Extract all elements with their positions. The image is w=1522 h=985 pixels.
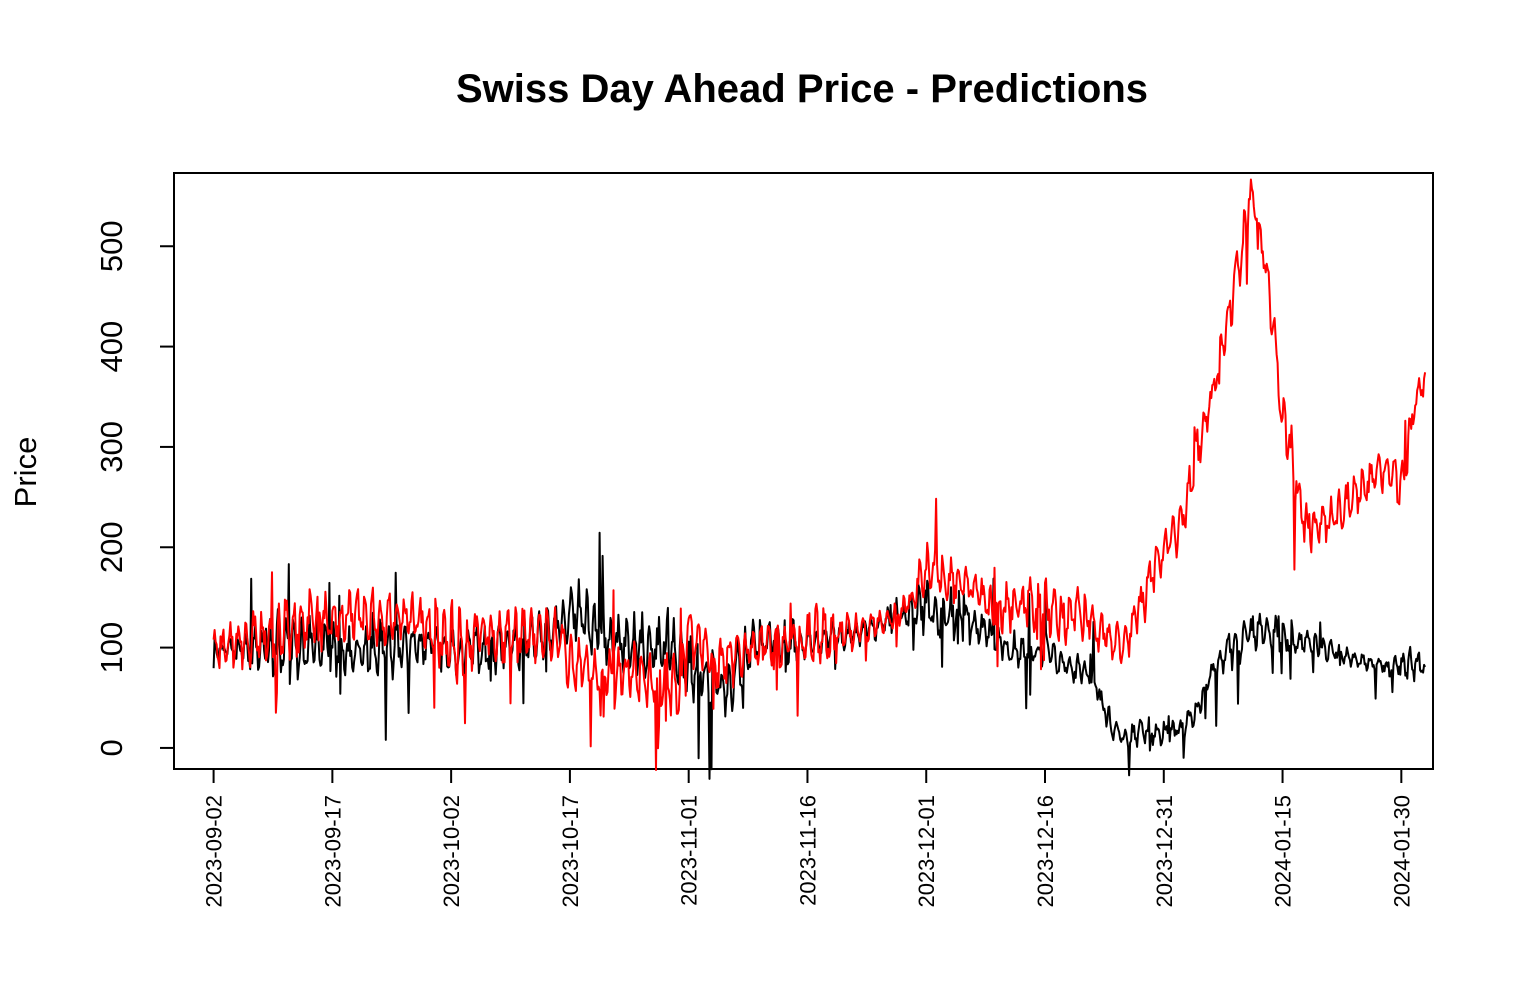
x-tick-label: 2023-12-16 — [1033, 795, 1058, 908]
y-tick-label: 0 — [94, 739, 129, 756]
y-tick-label: 500 — [94, 220, 129, 272]
x-tick-label: 2023-10-17 — [558, 795, 583, 908]
x-tick-label: 2023-09-02 — [202, 795, 227, 908]
y-axis: 0 100 200 300 400 500 — [94, 220, 175, 757]
x-tick-label: 2023-09-17 — [320, 795, 345, 908]
series-line-black — [212, 531, 1426, 780]
plot-frame — [173, 172, 1434, 770]
x-tick-label: 2024-01-30 — [1389, 795, 1414, 908]
y-axis-label: Price — [8, 437, 43, 508]
x-tick-label: 2023-12-31 — [1152, 795, 1177, 908]
x-tick-label: 2023-10-02 — [439, 795, 464, 908]
series-layer — [212, 178, 1427, 780]
x-tick-label: 2023-11-16 — [795, 795, 820, 906]
y-tick-label: 400 — [94, 321, 129, 373]
x-tick-label: 2023-12-01 — [914, 795, 939, 908]
y-tick-label: 300 — [94, 421, 129, 473]
chart-title: Swiss Day Ahead Price - Predictions — [456, 67, 1148, 111]
x-tick-label: 2024-01-15 — [1271, 795, 1296, 908]
y-tick-label: 200 — [94, 521, 129, 573]
x-tick-label: 2023-11-01 — [677, 795, 702, 906]
y-tick-label: 100 — [94, 622, 129, 674]
x-axis: 2023-09-02 2023-09-17 2023-10-02 2023-10-17… — [202, 768, 1414, 908]
series-line-red — [212, 178, 1427, 771]
